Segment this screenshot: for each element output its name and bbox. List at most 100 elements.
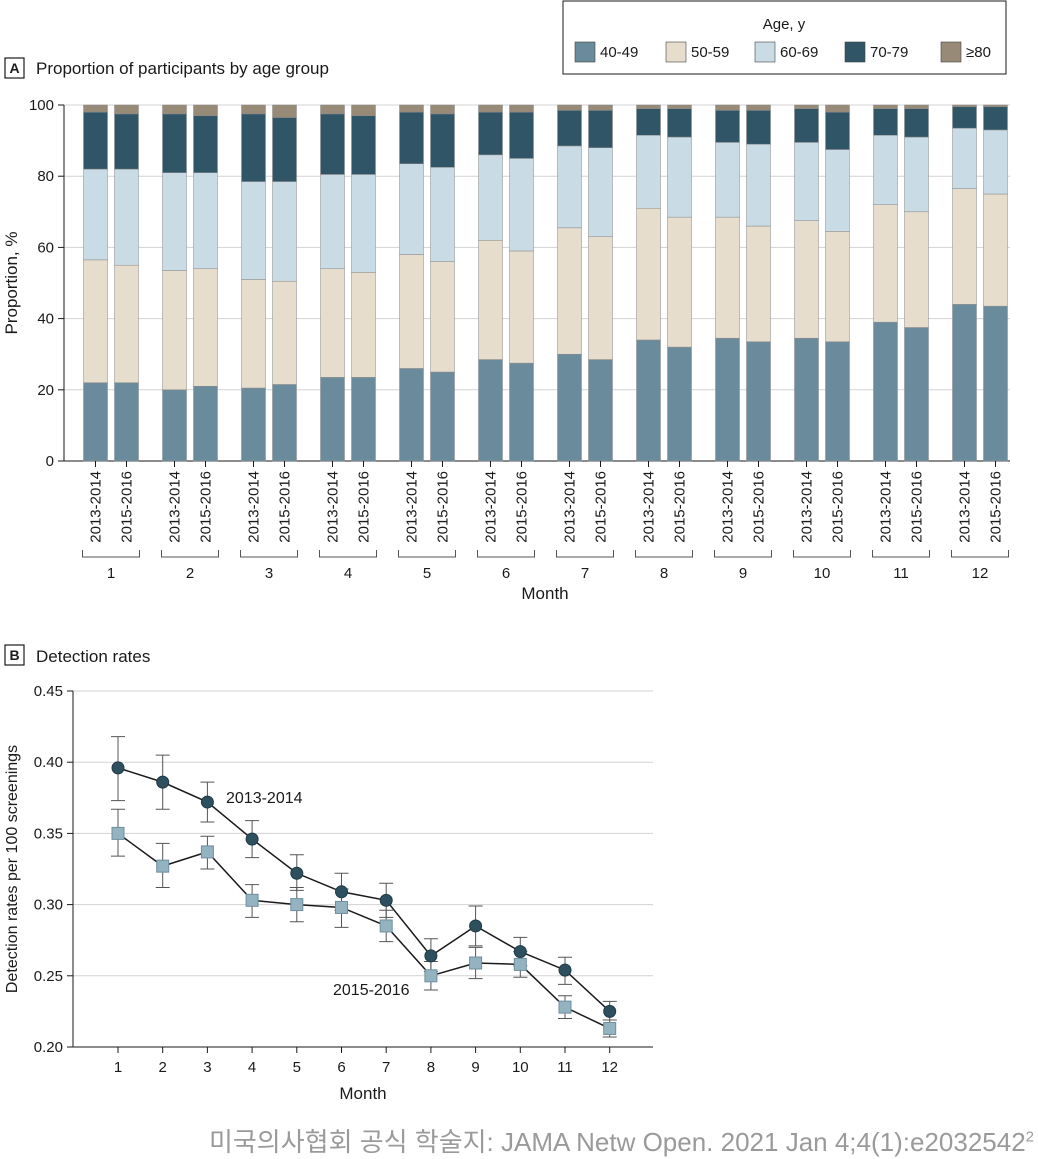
period-tick-label: 2015-2016 <box>830 471 847 543</box>
period-tick-label: 2015-2016 <box>356 471 373 543</box>
legend-box <box>562 0 1007 75</box>
x-tick-label: 3 <box>203 1059 211 1076</box>
data-point-2015-2016 <box>111 826 125 840</box>
bar-segment <box>873 135 898 205</box>
bar-segment <box>983 106 1008 131</box>
period-tick-label: 2013-2014 <box>325 471 342 543</box>
y-tick-label: 0.25 <box>34 968 63 985</box>
panel-a-letter-box <box>4 57 25 79</box>
bar-segment <box>241 279 266 389</box>
month-label: 3 <box>265 565 273 582</box>
legend-label-80plus: ≥80 <box>966 44 991 61</box>
y-tick-label: 0.30 <box>34 897 63 914</box>
bar-segment <box>667 104 692 109</box>
bar-segment <box>320 104 345 115</box>
month-label: 12 <box>972 565 989 582</box>
x-tick-label: 1 <box>114 1059 122 1076</box>
bar-segment <box>983 305 1008 462</box>
bar-segment <box>114 104 139 115</box>
period-tick-label: 2013-2014 <box>641 471 658 543</box>
month-bracket <box>635 550 693 558</box>
period-tick-label: 2015-2016 <box>909 471 926 543</box>
bar-segment <box>162 172 187 271</box>
data-point-2013-2014 <box>379 893 393 907</box>
data-point-2015-2016 <box>200 845 214 859</box>
bar-segment <box>509 111 534 159</box>
bar-segment <box>430 167 455 262</box>
bar-segment <box>983 104 1008 108</box>
legend-swatch-50-59 <box>665 41 687 63</box>
month-bracket <box>714 550 772 558</box>
bar-segment <box>272 117 297 182</box>
bar-segment <box>399 111 424 164</box>
legend-swatch-70-79 <box>844 41 866 63</box>
bar-segment <box>430 261 455 373</box>
bar-segment <box>715 337 740 462</box>
data-point-2015-2016 <box>379 919 393 933</box>
period-tick-label: 2013-2014 <box>957 471 974 543</box>
y-tick-label: 60 <box>37 239 54 256</box>
data-point-2013-2014 <box>200 795 214 809</box>
bar-segment <box>825 149 850 232</box>
bar-segment <box>83 382 108 462</box>
x-tick-label: 10 <box>512 1059 529 1076</box>
month-bracket <box>398 550 456 558</box>
bar-segment <box>241 181 266 280</box>
bar-segment <box>825 104 850 113</box>
bar-segment <box>983 193 1008 307</box>
bar-segment <box>667 216 692 348</box>
period-tick-label: 2013-2014 <box>88 471 105 543</box>
y-tick-label: 100 <box>29 97 54 114</box>
bar-segment <box>794 142 819 221</box>
x-axis-title: Month <box>339 1084 386 1103</box>
legend-title: Age, y <box>763 16 806 33</box>
bar-segment <box>746 110 771 145</box>
bar-segment <box>83 259 108 383</box>
series-line-2013-2014 <box>117 767 611 1012</box>
bar-segment <box>588 147 613 237</box>
caption-text: 미국의사협회 공식 학술지: JAMA Netw Open. 2021 Jan … <box>208 1127 1026 1157</box>
caption-superscript: 2 <box>1025 1128 1034 1146</box>
x-axis-title: Month <box>521 584 568 603</box>
month-label: 5 <box>423 565 431 582</box>
bar-segment <box>320 377 345 462</box>
bar-segment <box>715 110 740 143</box>
month-label: 1 <box>107 565 115 582</box>
bar-segment <box>320 174 345 270</box>
legend-swatch-60-69 <box>754 41 776 63</box>
x-tick-label: 2 <box>159 1059 167 1076</box>
y-tick-label: 80 <box>37 168 54 185</box>
data-point-2015-2016 <box>245 893 259 907</box>
period-tick-label: 2015-2016 <box>198 471 215 543</box>
bar-segment <box>509 158 534 252</box>
bar-segment <box>241 104 266 115</box>
bar-segment <box>509 362 534 462</box>
bar-segment <box>873 204 898 323</box>
bar-segment <box>873 104 898 109</box>
bar-segment <box>509 250 534 364</box>
bar-segment <box>320 113 345 175</box>
bar-segment <box>478 154 503 241</box>
month-bracket <box>951 550 1009 558</box>
data-point-2015-2016 <box>424 969 438 983</box>
legend-label-40-49: 40-49 <box>600 44 638 61</box>
bar-segment <box>162 113 187 173</box>
series-label-2013-2014: 2013-2014 <box>226 790 303 807</box>
data-point-2015-2016 <box>335 900 348 914</box>
panel-b-title: Detection rates <box>36 647 150 666</box>
bar-segment <box>667 136 692 218</box>
month-label: 4 <box>344 565 352 582</box>
bar-segment <box>904 327 929 462</box>
series-line-2015-2016 <box>117 832 611 1030</box>
bar-segment <box>904 104 929 109</box>
period-tick-label: 2015-2016 <box>988 471 1005 543</box>
bar-segment <box>399 368 424 462</box>
bar-segment <box>478 104 503 113</box>
bar-segment <box>794 104 819 109</box>
stacked-bar-chart: 0 20 40 60 80 100 2013-2014 2015-2016 1 2013-2014… <box>2 97 1010 603</box>
data-point-2013-2014 <box>156 775 170 789</box>
bar-segment <box>983 129 1008 195</box>
x-tick-label: 5 <box>293 1059 301 1076</box>
bar-segment <box>557 353 582 462</box>
